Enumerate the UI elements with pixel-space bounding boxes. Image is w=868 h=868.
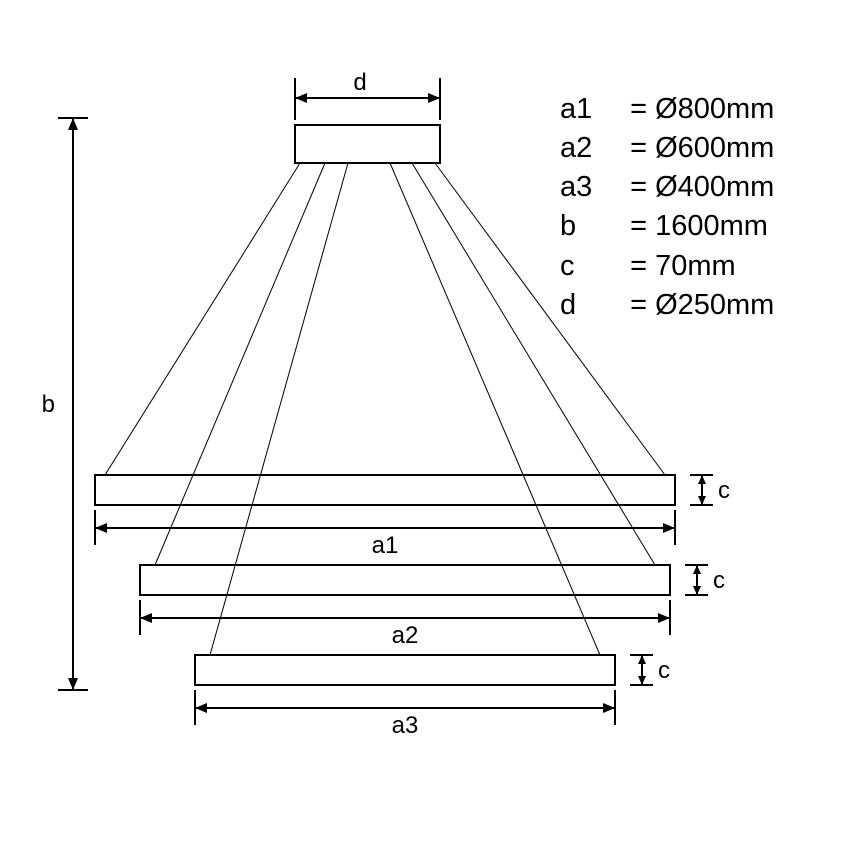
dimension-c-1: c bbox=[690, 475, 730, 505]
legend-eq: = bbox=[630, 171, 647, 203]
dimension-b: b bbox=[42, 118, 88, 690]
legend-row: b = 1600mm bbox=[560, 207, 774, 246]
legend-key: a3 bbox=[560, 168, 622, 207]
legend-eq: = bbox=[630, 132, 647, 164]
legend-key: c bbox=[560, 247, 622, 286]
dimension-d: d bbox=[295, 69, 440, 120]
legend-val: Ø600mm bbox=[655, 132, 774, 164]
legend-val: 70mm bbox=[655, 250, 736, 282]
legend-row: a2 = Ø600mm bbox=[560, 129, 774, 168]
label-a2: a2 bbox=[392, 622, 419, 649]
legend-val: Ø800mm bbox=[655, 93, 774, 125]
legend-val: Ø250mm bbox=[655, 289, 774, 321]
legend-row: a3 = Ø400mm bbox=[560, 168, 774, 207]
legend-val: Ø400mm bbox=[655, 171, 774, 203]
legend-key: d bbox=[560, 286, 622, 325]
dimension-a3: a3 bbox=[195, 690, 615, 739]
legend-key: b bbox=[560, 207, 622, 246]
legend-row: a1 = Ø800mm bbox=[560, 90, 774, 129]
label-c3: c bbox=[658, 657, 670, 684]
legend-eq: = bbox=[630, 210, 647, 242]
label-c2: c bbox=[713, 567, 725, 594]
dimension-c-2: c bbox=[685, 565, 725, 595]
label-c1: c bbox=[718, 477, 730, 504]
legend-row: c = 70mm bbox=[560, 247, 774, 286]
label-d: d bbox=[353, 69, 366, 96]
label-a3: a3 bbox=[392, 712, 419, 739]
legend-row: d = Ø250mm bbox=[560, 286, 774, 325]
legend-key: a1 bbox=[560, 90, 622, 129]
label-a1: a1 bbox=[372, 532, 399, 559]
ring2-rect bbox=[140, 565, 670, 595]
legend-eq: = bbox=[630, 93, 647, 125]
ring3-rect bbox=[195, 655, 615, 685]
legend: a1 = Ø800mm a2 = Ø600mm a3 = Ø400mm b = … bbox=[560, 90, 774, 325]
dimension-a2: a2 bbox=[140, 600, 670, 649]
legend-eq: = bbox=[630, 250, 647, 282]
legend-eq: = bbox=[630, 289, 647, 321]
dimension-a1: a1 bbox=[95, 510, 675, 559]
legend-key: a2 bbox=[560, 129, 622, 168]
label-b: b bbox=[42, 391, 55, 418]
dimension-c-3: c bbox=[630, 655, 670, 685]
legend-val: 1600mm bbox=[655, 210, 768, 242]
canopy-rect bbox=[295, 125, 440, 163]
